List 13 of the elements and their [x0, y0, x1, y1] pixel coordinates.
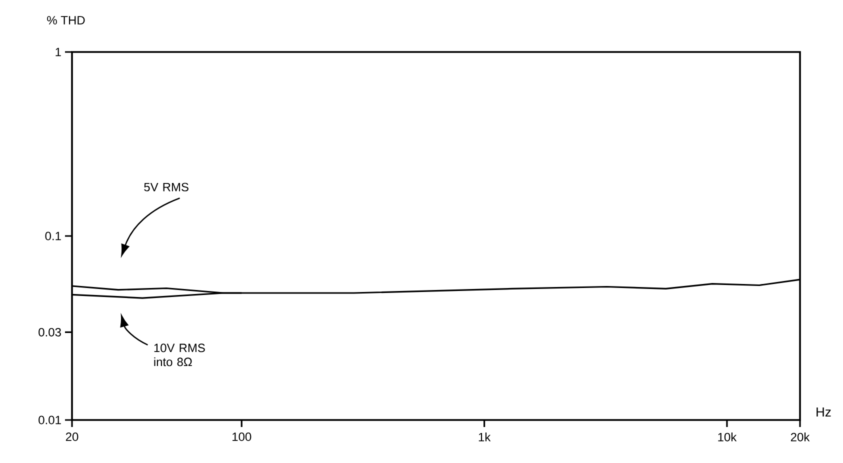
- x-tick-label: 10k: [718, 432, 737, 442]
- y-tick-label: 0.01: [38, 416, 61, 424]
- x-tick-label: 1k: [478, 432, 491, 442]
- x-tick-label: 100: [232, 432, 252, 442]
- x-tick-label: 20k: [790, 432, 810, 442]
- y-axis-title: % THD: [47, 16, 85, 24]
- annotation: 5V RMS: [144, 182, 188, 192]
- y-tick-label: 0.03: [38, 328, 61, 336]
- annotation: 10V RMS into 8Ω: [154, 344, 205, 366]
- y-tick-label: 0.1: [45, 232, 61, 240]
- x-tick-label: 20: [66, 432, 78, 442]
- x-axis-title: Hz: [816, 408, 831, 416]
- y-tick-label: 1: [56, 48, 61, 56]
